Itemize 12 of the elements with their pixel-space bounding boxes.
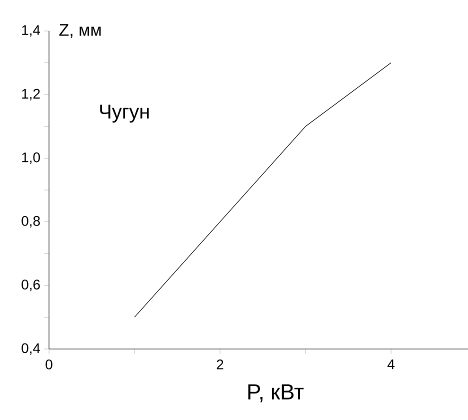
y-axis-title: Z, мм xyxy=(59,24,101,38)
x-tick-label: 2 xyxy=(216,360,224,370)
x-axis-title: P, кВт xyxy=(248,384,304,402)
annotation: Чугун xyxy=(100,104,149,123)
y-tick-label: 1,0 xyxy=(22,152,40,164)
x-tick-label: 0 xyxy=(46,360,52,370)
y-tick-label: 0,4 xyxy=(22,343,40,355)
y-tick-label: 0,8 xyxy=(22,216,40,228)
y-tick-label: 0,6 xyxy=(22,280,40,292)
y-tick-label: 1,4 xyxy=(22,25,40,37)
y-tick-label: 1,2 xyxy=(22,88,40,100)
x-tick-label: 4 xyxy=(387,360,395,370)
